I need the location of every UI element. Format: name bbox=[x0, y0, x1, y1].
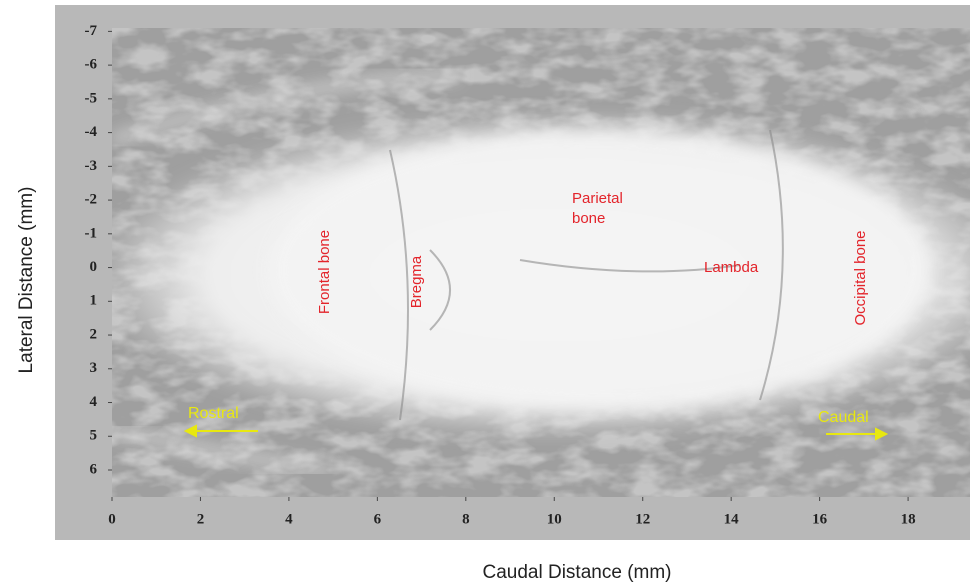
y-tick-label: -1 bbox=[85, 225, 98, 241]
y-tick-label: -5 bbox=[85, 90, 98, 106]
x-tick-label: 0 bbox=[108, 511, 116, 527]
y-tick-label: -3 bbox=[85, 158, 98, 174]
annotation: Parietal bbox=[572, 190, 623, 207]
y-tick-label: 3 bbox=[90, 360, 98, 376]
annotation: Occipital bone bbox=[852, 230, 869, 325]
y-tick-label: 5 bbox=[90, 428, 98, 444]
x-tick-label: 16 bbox=[812, 511, 828, 527]
x-tick-label: 4 bbox=[285, 511, 293, 527]
x-axis-title: Caudal Distance (mm) bbox=[483, 562, 672, 583]
y-tick-label: -7 bbox=[85, 23, 98, 39]
y-tick-label: 1 bbox=[90, 293, 98, 309]
y-tick-label: 0 bbox=[90, 259, 98, 275]
y-tick-label: -4 bbox=[85, 124, 98, 140]
x-tick-label: 2 bbox=[197, 511, 205, 527]
y-tick-label: 2 bbox=[90, 326, 98, 342]
annotation: Lambda bbox=[704, 259, 759, 276]
y-tick-label: 4 bbox=[90, 394, 98, 410]
x-tick-label: 18 bbox=[901, 511, 916, 527]
annotation: Bregma bbox=[408, 255, 425, 308]
figure: Frontal bone Bregma Parietal bone Lambda… bbox=[0, 0, 970, 587]
y-tick-label: -2 bbox=[85, 192, 98, 208]
y-tick-label: 6 bbox=[90, 461, 98, 477]
y-tick-label: -6 bbox=[85, 57, 98, 73]
x-tick-label: 12 bbox=[635, 511, 650, 527]
annotation: bone bbox=[572, 210, 605, 227]
annotation: Frontal bone bbox=[316, 230, 333, 314]
x-tick-label: 14 bbox=[724, 511, 740, 527]
annotation: Rostral bbox=[188, 405, 239, 422]
annotation: Caudal bbox=[818, 409, 869, 426]
y-axis-title: Lateral Distance (mm) bbox=[16, 187, 37, 374]
x-tick-label: 10 bbox=[547, 511, 562, 527]
x-tick-label: 8 bbox=[462, 511, 470, 527]
ultrasound-image bbox=[90, 28, 970, 497]
x-tick-label: 6 bbox=[374, 511, 382, 527]
